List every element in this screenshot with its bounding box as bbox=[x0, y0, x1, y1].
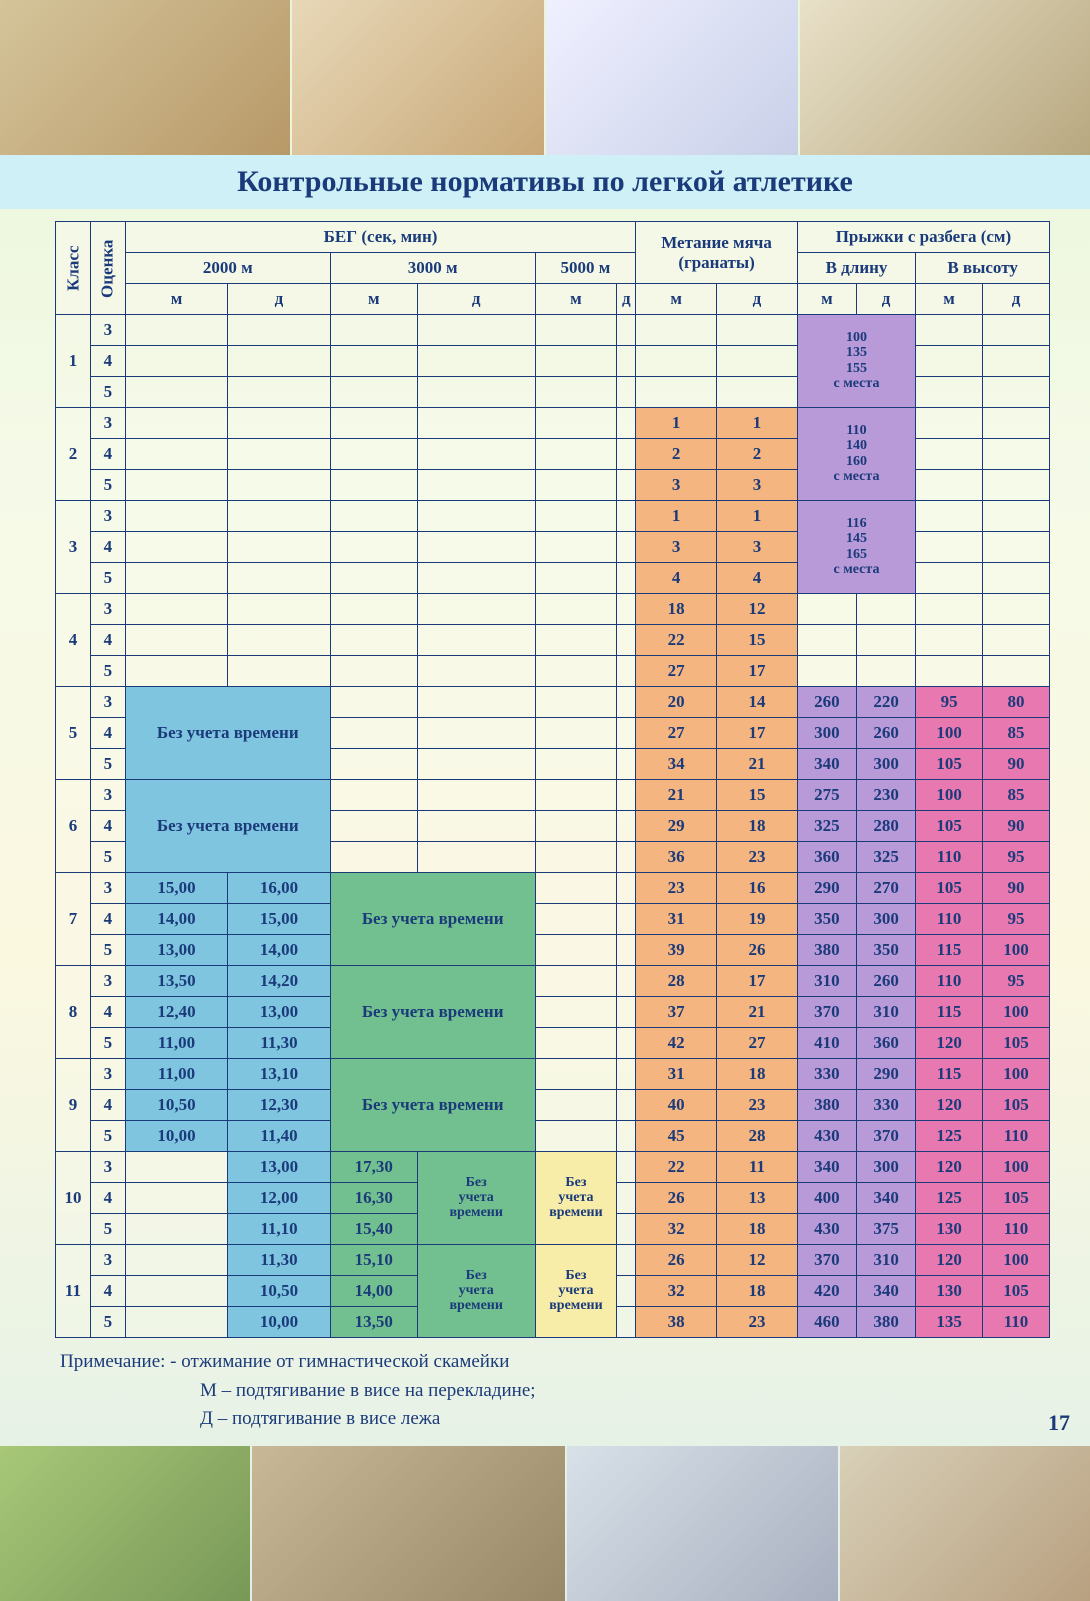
standards-table: КлассОценкаБЕГ (сек, мин)Метание мяча (г… bbox=[55, 221, 1050, 1338]
class-2: 2 bbox=[56, 408, 91, 501]
hdr-sub-5: д bbox=[617, 284, 636, 315]
class-8: 8 bbox=[56, 966, 91, 1059]
grade: 3 bbox=[90, 687, 125, 718]
photo-bottom-1 bbox=[0, 1446, 250, 1601]
page-number: 17 bbox=[1048, 1410, 1070, 1436]
grade: 5 bbox=[90, 842, 125, 873]
hdr-sub-3: д bbox=[417, 284, 535, 315]
grade: 3 bbox=[90, 594, 125, 625]
hdr-lj-m: м bbox=[797, 284, 856, 315]
grade: 5 bbox=[90, 377, 125, 408]
hdr-sub-0: м bbox=[125, 284, 227, 315]
grade: 5 bbox=[90, 563, 125, 594]
title-bar: Контрольные нормативы по легкой атлетике bbox=[0, 155, 1090, 209]
hdr-lj-d: д bbox=[857, 284, 916, 315]
content: КлассОценкаБЕГ (сек, мин)Метание мяча (г… bbox=[0, 209, 1090, 1446]
hdr-thr-d: д bbox=[717, 284, 798, 315]
page-title: Контрольные нормативы по легкой атлетике bbox=[0, 165, 1090, 199]
grade: 5 bbox=[90, 1214, 125, 1245]
photo-bottom-4 bbox=[840, 1446, 1090, 1601]
hdr-thr-m: м bbox=[636, 284, 717, 315]
grade: 4 bbox=[90, 346, 125, 377]
photo-top-2 bbox=[292, 0, 544, 155]
class-6: 6 bbox=[56, 780, 91, 873]
hdr-3000: 3000 м bbox=[330, 253, 535, 284]
grade: 4 bbox=[90, 1090, 125, 1121]
hdr-jumps: Прыжки с разбега (см) bbox=[797, 222, 1049, 253]
grade: 5 bbox=[90, 935, 125, 966]
grade: 4 bbox=[90, 904, 125, 935]
top-photo-strip bbox=[0, 0, 1090, 155]
photo-top-3 bbox=[546, 0, 798, 155]
photo-top-1 bbox=[0, 0, 290, 155]
grade: 4 bbox=[90, 811, 125, 842]
hdr-run: БЕГ (сек, мин) bbox=[125, 222, 635, 253]
hdr-2000: 2000 м bbox=[125, 253, 330, 284]
grade: 3 bbox=[90, 408, 125, 439]
class-4: 4 bbox=[56, 594, 91, 687]
grade: 5 bbox=[90, 1121, 125, 1152]
class-5: 5 bbox=[56, 687, 91, 780]
hdr-sub-2: м bbox=[330, 284, 417, 315]
grade: 4 bbox=[90, 625, 125, 656]
grade: 4 bbox=[90, 718, 125, 749]
page: Контрольные нормативы по легкой атлетике… bbox=[0, 0, 1090, 1601]
photo-bottom-3 bbox=[567, 1446, 838, 1601]
class-3: 3 bbox=[56, 501, 91, 594]
bottom-photo-strip bbox=[0, 1446, 1090, 1601]
hdr-throw: Метание мяча (гранаты) bbox=[636, 222, 798, 284]
note-line-2: М – подтягивание в висе на перекладине; bbox=[60, 1377, 1050, 1406]
hdr-hj-m: м bbox=[916, 284, 983, 315]
grade: 5 bbox=[90, 1028, 125, 1059]
note-line-3: Д – подтягивание в висе лежа bbox=[60, 1405, 1050, 1434]
note-line-1: Примечание: - отжимание от гимнастическо… bbox=[60, 1348, 1050, 1377]
grade: 4 bbox=[90, 532, 125, 563]
class-7: 7 bbox=[56, 873, 91, 966]
grade: 5 bbox=[90, 1307, 125, 1338]
hdr-grade: Оценка bbox=[90, 222, 125, 315]
grade: 5 bbox=[90, 470, 125, 501]
class-9: 9 bbox=[56, 1059, 91, 1152]
grade: 3 bbox=[90, 315, 125, 346]
class-11: 11 bbox=[56, 1245, 91, 1338]
grade: 3 bbox=[90, 501, 125, 532]
hdr-hj-d: д bbox=[982, 284, 1049, 315]
grade: 3 bbox=[90, 1059, 125, 1090]
grade: 3 bbox=[90, 966, 125, 997]
grade: 4 bbox=[90, 997, 125, 1028]
grade: 3 bbox=[90, 873, 125, 904]
hdr-sub-4: м bbox=[535, 284, 617, 315]
photo-top-4 bbox=[800, 0, 1090, 155]
grade: 5 bbox=[90, 656, 125, 687]
grade: 3 bbox=[90, 1152, 125, 1183]
grade: 4 bbox=[90, 1183, 125, 1214]
class-10: 10 bbox=[56, 1152, 91, 1245]
grade: 3 bbox=[90, 1245, 125, 1276]
grade: 4 bbox=[90, 439, 125, 470]
notes: Примечание: - отжимание от гимнастическо… bbox=[55, 1348, 1050, 1434]
hdr-class: Класс bbox=[56, 222, 91, 315]
grade: 3 bbox=[90, 780, 125, 811]
hdr-long: В длину bbox=[797, 253, 915, 284]
hdr-high: В высоту bbox=[916, 253, 1050, 284]
grade: 4 bbox=[90, 1276, 125, 1307]
hdr-5000: 5000 м bbox=[535, 253, 636, 284]
grade: 5 bbox=[90, 749, 125, 780]
photo-bottom-2 bbox=[252, 1446, 565, 1601]
hdr-sub-1: д bbox=[228, 284, 330, 315]
class-1: 1 bbox=[56, 315, 91, 408]
